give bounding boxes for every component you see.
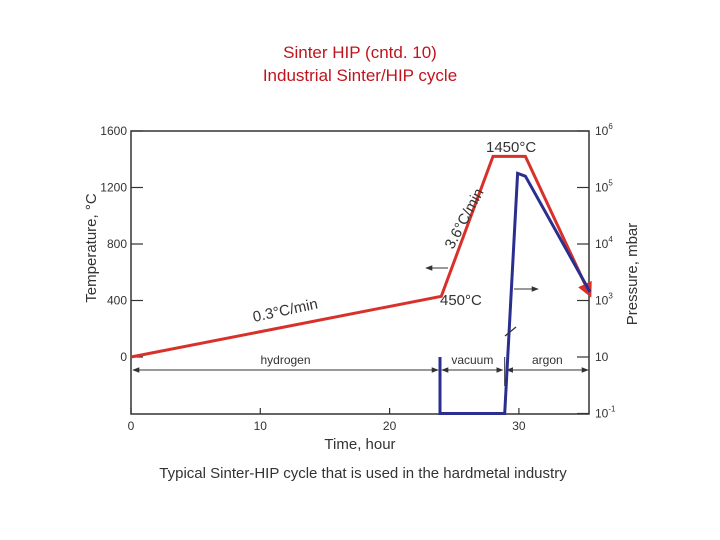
axes	[130, 130, 590, 415]
temperature-series-line	[130, 154, 592, 359]
pressure-series-line	[438, 171, 592, 415]
y-left-tick-label: 400	[107, 294, 127, 308]
peak-temp-label: 1450°C	[486, 139, 536, 156]
y-left-tick-label: 800	[107, 237, 127, 251]
phase-label: hydrogen	[260, 353, 310, 367]
ramp-rate-2-label: 3.6°C/min	[442, 186, 488, 252]
x-tick-label: 20	[383, 419, 397, 433]
y-axis-right-title: Pressure, mbar	[624, 223, 641, 326]
ticks: 0 10 20 30 0 400 800 1200 1600 10-1 10 103 104 105 106	[100, 122, 616, 433]
axis-break-mark	[504, 326, 517, 337]
y-left-tick-label: 1200	[100, 181, 127, 195]
series-layer	[130, 154, 592, 415]
x-tick-label: 0	[128, 419, 135, 433]
y-right-tick-label: 104	[595, 235, 613, 251]
y-right-tick-label: 10	[595, 350, 609, 364]
y-left-tick-label: 0	[120, 350, 127, 364]
y-right-tick-label: 10-1	[595, 405, 616, 421]
x-tick-label: 30	[512, 419, 526, 433]
knee-temp-label: 450°C	[440, 292, 482, 309]
y-left-tick-label: 1600	[100, 124, 127, 138]
x-tick-label: 10	[254, 419, 268, 433]
slide-title: Sinter HIP (cntd. 10)	[283, 43, 437, 62]
phase-label: argon	[532, 353, 563, 367]
y-right-tick-label: 105	[595, 179, 613, 195]
slide-subtitle: Industrial Sinter/HIP cycle	[262, 66, 458, 85]
chart-caption: Typical Sinter-HIP cycle that is used in…	[159, 465, 567, 482]
phase-label: vacuum	[451, 353, 493, 367]
y-axis-left-title: Temperature, °C	[83, 193, 100, 303]
x-axis-title: Time, hour	[324, 436, 395, 453]
plot-frame	[130, 130, 590, 415]
y-right-tick-label: 106	[595, 122, 613, 138]
phase-markers: hydrogen vacuum argon	[132, 353, 589, 386]
y-right-tick-label: 103	[595, 292, 613, 308]
